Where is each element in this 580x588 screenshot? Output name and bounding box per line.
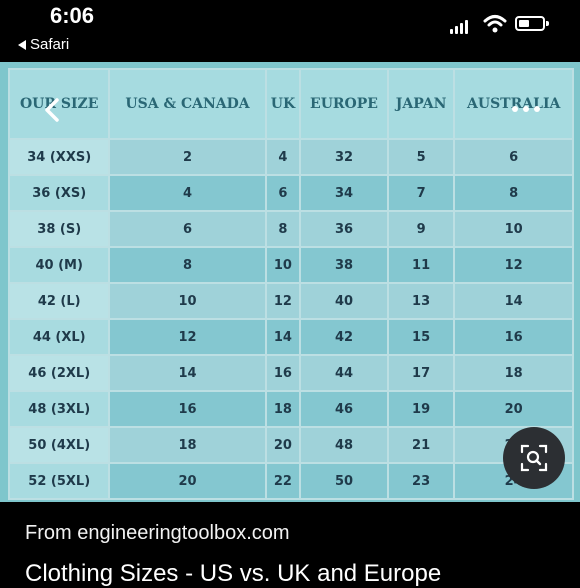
status-time: 6:06 [50,3,95,28]
table-cell: 40 [299,282,389,320]
table-cell: 10 [108,282,267,320]
table-cell: 42 [299,318,389,356]
table-cell: 32 [299,138,389,176]
table-cell: 20 [108,462,267,500]
table-row: 50 (4XL) 18 20 48 21 22 [7,426,574,464]
table-cell: 50 (4XL) [7,426,111,464]
table-cell: 46 (2XL) [7,354,111,392]
table-row: 40 (M) 8 10 38 11 12 [7,246,574,284]
visual-search-button[interactable] [503,427,565,489]
table-row: 42 (L) 10 12 40 13 14 [7,282,574,320]
table-cell: 44 (XL) [7,318,111,356]
table-cell: 8 [453,174,574,212]
table-cell: 42 (L) [7,282,111,320]
size-chart-table: OUR SIZE USA & CANADA UK EUROPE JAPAN AU… [7,68,574,500]
table-cell: 48 (3XL) [7,390,111,428]
table-cell: 19 [386,390,456,428]
chevron-left-icon[interactable] [38,95,68,125]
table-cell: 15 [386,318,456,356]
table-row: 34 (XXS) 2 4 32 5 6 [7,138,574,176]
table-cell: 18 [108,426,267,464]
cellular-signal-icon [450,20,468,34]
table-cell: 52 (5XL) [7,462,111,500]
table-cell: 12 [264,282,302,320]
table-cell: 38 (S) [7,210,111,248]
table-cell: 2 [108,138,267,176]
table-cell: 13 [386,282,456,320]
table-cell: 8 [108,246,267,284]
caption-prefix: From [25,522,78,544]
header-japan: JAPAN [386,68,456,140]
back-app-label: Safari [30,36,70,53]
source-domain: engineeringtoolbox.com [77,522,290,544]
table-cell: 16 [453,318,574,356]
table-cell: 23 [386,462,456,500]
table-row: 44 (XL) 12 14 42 15 16 [7,318,574,356]
table-cell: 22 [264,462,302,500]
table-cell: 44 [299,354,389,392]
table-cell: 21 [386,426,456,464]
table-header-row: OUR SIZE USA & CANADA UK EUROPE JAPAN AU… [7,68,574,140]
table-cell: 6 [108,210,267,248]
table-cell: 7 [386,174,456,212]
table-cell: 46 [299,390,389,428]
table-cell: 18 [264,390,302,428]
table-cell: 10 [453,210,574,248]
table-cell: 8 [264,210,302,248]
table-cell: 10 [264,246,302,284]
table-cell: 17 [386,354,456,392]
battery-icon [515,16,549,31]
table-cell: 12 [453,246,574,284]
table-cell: 50 [299,462,389,500]
header-australia: AUSTRALIA [453,68,574,140]
table-cell: 18 [453,354,574,392]
table-cell: 20 [264,426,302,464]
header-usa-canada: USA & CANADA [108,68,267,140]
table-cell: 12 [108,318,267,356]
table-cell: 36 [299,210,389,248]
table-row: 36 (XS) 4 6 34 7 8 [7,174,574,212]
more-dots-icon[interactable] [512,106,540,112]
table-cell: 34 (XXS) [7,138,111,176]
table-row: 48 (3XL) 16 18 46 19 20 [7,390,574,428]
status-bar: 6:06 Safari [0,0,580,60]
table-cell: 4 [108,174,267,212]
table-cell: 6 [453,138,574,176]
table-cell: 9 [386,210,456,248]
table-cell: 11 [386,246,456,284]
result-title[interactable]: Clothing Sizes - US vs. UK and Europe [25,560,442,587]
result-image[interactable]: OUR SIZE USA & CANADA UK EUROPE JAPAN AU… [0,62,580,502]
wifi-icon [483,15,507,33]
table-cell: 38 [299,246,389,284]
header-europe: EUROPE [299,68,389,140]
table-row: 38 (S) 6 8 36 9 10 [7,210,574,248]
table-cell: 14 [264,318,302,356]
table-cell: 16 [264,354,302,392]
table-cell: 34 [299,174,389,212]
table-cell: 6 [264,174,302,212]
back-triangle-icon [18,39,26,50]
table-cell: 16 [108,390,267,428]
table-cell: 4 [264,138,302,176]
back-to-app-link[interactable]: Safari [18,36,69,53]
header-our-size: OUR SIZE [7,68,111,140]
table-row: 46 (2XL) 14 16 44 17 18 [7,354,574,392]
table-cell: 14 [108,354,267,392]
table-cell: 36 (XS) [7,174,111,212]
header-uk: UK [264,68,302,140]
source-caption[interactable]: From engineeringtoolbox.com [25,522,290,545]
table-row: 52 (5XL) 20 22 50 23 24 [7,462,574,500]
table-cell: 14 [453,282,574,320]
visual-search-icon [520,444,548,472]
table-cell: 40 (M) [7,246,111,284]
table-cell: 48 [299,426,389,464]
table-cell: 20 [453,390,574,428]
table-cell: 5 [386,138,456,176]
